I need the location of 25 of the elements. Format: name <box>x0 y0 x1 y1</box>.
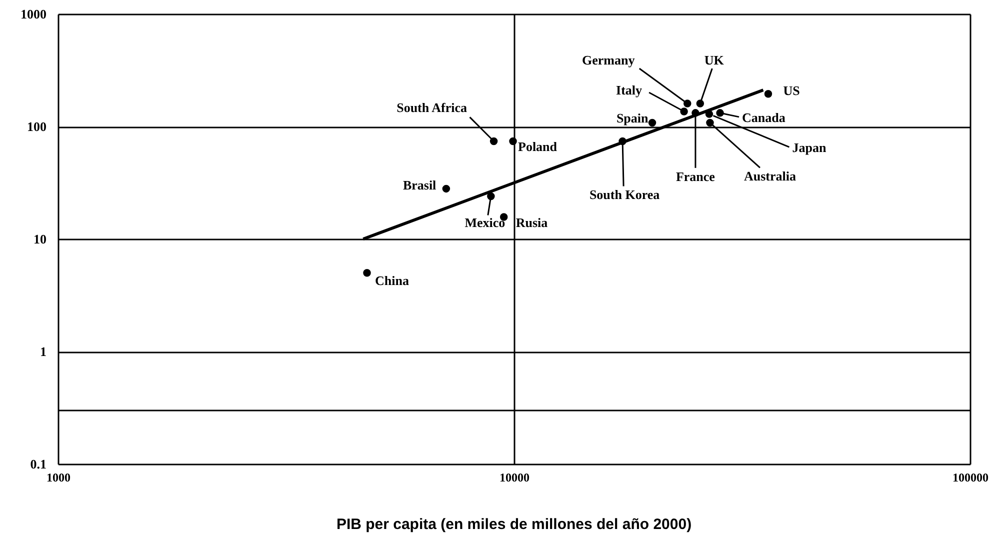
annotation: Australia <box>744 168 796 184</box>
y-tick-label: 1000 <box>20 6 46 22</box>
annotation: France <box>676 168 716 184</box>
annotation: Spain <box>616 110 650 126</box>
annotation: Japan <box>792 140 827 156</box>
annotation: US <box>783 82 800 98</box>
annotation: Italy <box>616 82 643 98</box>
annotation: China <box>374 272 410 288</box>
x-axis-title: PIB per capita (en miles de millones del año 2000) <box>336 516 692 533</box>
annotation: Mexico <box>464 215 506 230</box>
annotation: Canada <box>742 110 786 125</box>
annotation: UK <box>704 52 725 68</box>
y-tick-label: 0.1 <box>30 456 46 472</box>
annotation: Poland <box>518 139 558 154</box>
x-tick-label: 10000 <box>500 470 530 484</box>
y-tick-label: 1 <box>40 344 46 359</box>
annotation: Rusia <box>516 214 548 230</box>
annotation: South Africa <box>396 100 468 116</box>
annotation: South Korea <box>589 187 660 202</box>
x-tick-label: 1000 <box>46 470 70 484</box>
x-tick-label: 100000 <box>952 470 988 484</box>
annotation: Germany <box>582 52 636 68</box>
y-tick-label: 10 <box>34 232 46 246</box>
y-tick-label: 100 <box>27 119 46 134</box>
annotation: Brasil <box>402 178 437 193</box>
